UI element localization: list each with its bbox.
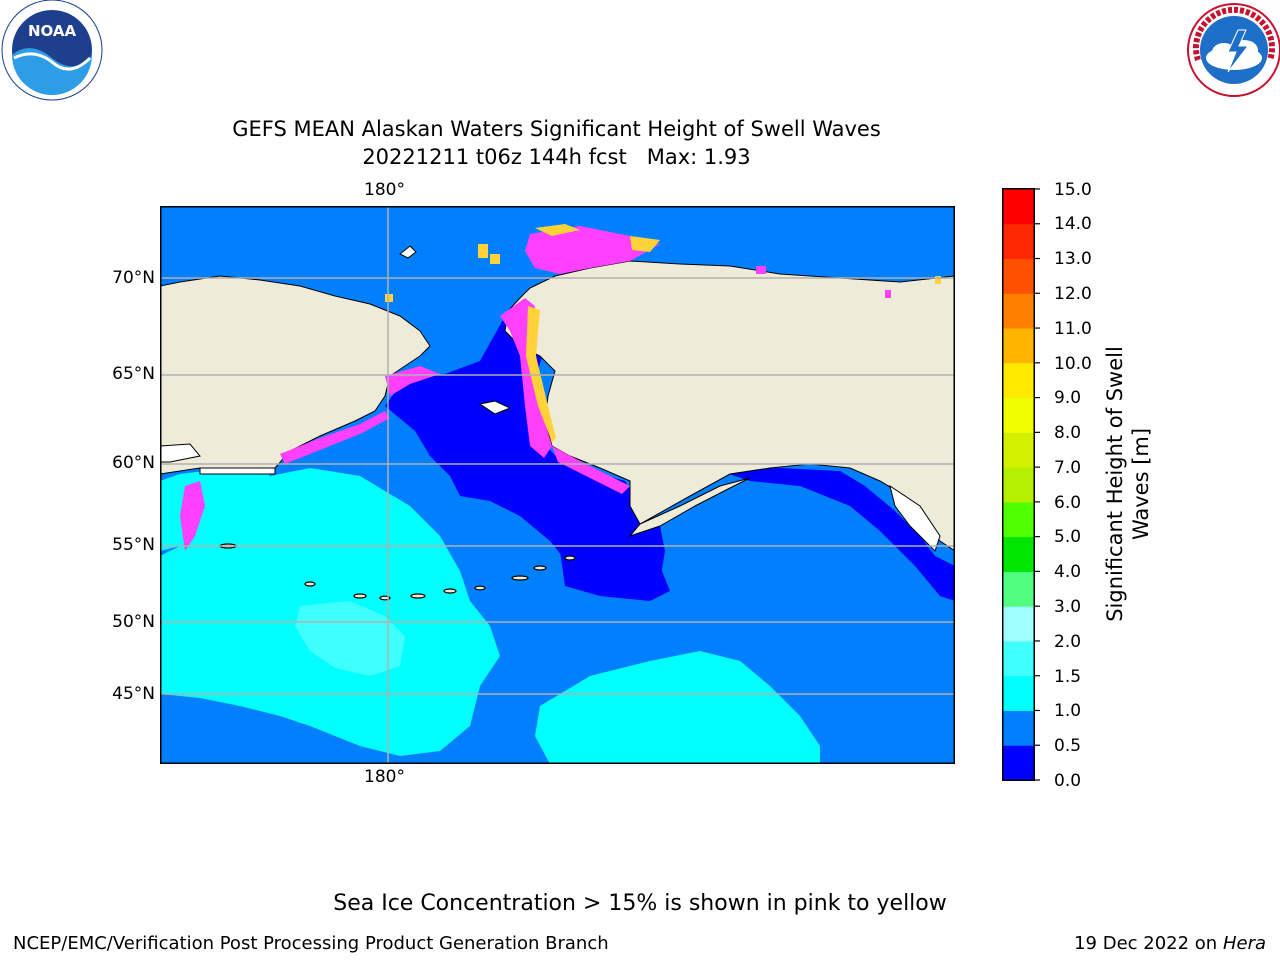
colorbar-frame bbox=[1002, 188, 1035, 781]
cb-tick-8.0: 8.0 bbox=[1054, 423, 1082, 443]
chart-subtitle: 20221211 t06z 144h fcst Max: 1.93 bbox=[362, 145, 751, 169]
cb-tick-2.0: 2.0 bbox=[1054, 632, 1082, 652]
colorbar-ticks bbox=[1034, 188, 1040, 781]
cb-tick-9.0: 9.0 bbox=[1054, 388, 1082, 408]
cb-tick-1.5: 1.5 bbox=[1054, 667, 1082, 687]
swell-field-1.5-2.0 bbox=[295, 601, 405, 676]
colorbar-segment bbox=[1003, 640, 1034, 677]
sea-ice-note: Sea Ice Concentration > 15% is shown in … bbox=[333, 891, 947, 916]
map-frame bbox=[160, 206, 955, 764]
coastline-detail bbox=[160, 245, 941, 552]
cb-tick-14.0: 14.0 bbox=[1054, 214, 1092, 234]
cb-tick-11.0: 11.0 bbox=[1054, 319, 1092, 339]
cb-tick-7.0: 7.0 bbox=[1054, 458, 1082, 478]
colorbar-title-line2: Waves [m] bbox=[1129, 427, 1153, 541]
colorbar-segment bbox=[1003, 362, 1034, 399]
colorbar-title: Significant Height of Swell Waves [m] bbox=[1102, 346, 1154, 622]
cb-tick-6.0: 6.0 bbox=[1054, 493, 1082, 513]
colorbar-segment bbox=[1003, 606, 1034, 642]
colorbar bbox=[1002, 188, 1040, 781]
colorbar-segment bbox=[1003, 258, 1034, 294]
swell-field-0.0-0.5-gulf bbox=[720, 468, 955, 601]
chart-title: GEFS MEAN Alaskan Waters Significant Hei… bbox=[232, 117, 881, 141]
colorbar-segment bbox=[1003, 397, 1034, 433]
colorbar-segment bbox=[1003, 571, 1034, 607]
nws-logo bbox=[1178, 0, 1280, 100]
colorbar-segments bbox=[1003, 189, 1034, 781]
colorbar-segment bbox=[1003, 536, 1034, 572]
swell-height-map bbox=[160, 206, 955, 764]
cb-tick-15.0: 15.0 bbox=[1054, 180, 1092, 200]
colorbar-segment bbox=[1003, 501, 1034, 538]
map-gridlines bbox=[160, 206, 955, 764]
colorbar-segment bbox=[1003, 432, 1034, 468]
noaa-logo: NOAA bbox=[0, 0, 104, 104]
lat-label-70: 70°N bbox=[112, 268, 155, 288]
colorbar-title-line1: Significant Height of Swell bbox=[1103, 346, 1127, 622]
sea-ice-overlay bbox=[180, 224, 941, 551]
cb-tick-13.0: 13.0 bbox=[1054, 249, 1092, 269]
cb-tick-10.0: 10.0 bbox=[1054, 354, 1092, 374]
cb-tick-12.0: 12.0 bbox=[1054, 284, 1092, 304]
cb-tick-0.0: 0.0 bbox=[1054, 771, 1082, 791]
lat-label-55: 55°N bbox=[112, 535, 155, 555]
colorbar-segment bbox=[1003, 710, 1034, 746]
lat-label-50: 50°N bbox=[112, 612, 155, 632]
swell-field-1.0-1.5-southeast bbox=[535, 651, 820, 764]
aleutian-islands bbox=[219, 543, 576, 601]
swell-field-0.0-0.5-bering bbox=[385, 296, 665, 591]
lon-label-top: 180° bbox=[364, 180, 405, 200]
colorbar-segment bbox=[1003, 745, 1034, 781]
cb-tick-4.0: 4.0 bbox=[1054, 562, 1082, 582]
noaa-logo-text: NOAA bbox=[28, 22, 77, 40]
swell-field-0.0-0.5-south-aleutian bbox=[560, 551, 670, 601]
colorbar-segment bbox=[1003, 328, 1034, 364]
credit-date: 19 Dec 2022 on Hera bbox=[1074, 933, 1266, 954]
colorbar-segment bbox=[1003, 189, 1034, 225]
lat-label-65: 65°N bbox=[112, 364, 155, 384]
colorbar-segment bbox=[1003, 293, 1034, 329]
cb-tick-3.0: 3.0 bbox=[1054, 597, 1082, 617]
lat-label-45: 45°N bbox=[112, 684, 155, 704]
credit-machine: Hera bbox=[1222, 933, 1266, 954]
credit-branch: NCEP/EMC/Verification Post Processing Pr… bbox=[13, 933, 609, 954]
credit-date-text: 19 Dec 2022 on bbox=[1074, 933, 1218, 954]
colorbar-segment bbox=[1003, 467, 1034, 503]
cb-tick-1.0: 1.0 bbox=[1054, 701, 1082, 721]
colorbar-segment bbox=[1003, 675, 1034, 711]
land-alaska-peninsula bbox=[628, 477, 751, 538]
cb-tick-5.0: 5.0 bbox=[1054, 527, 1082, 547]
cb-tick-0.5: 0.5 bbox=[1054, 736, 1082, 756]
lon-label-bottom: 180° bbox=[364, 767, 405, 787]
lat-label-60: 60°N bbox=[112, 453, 155, 473]
colorbar-segment bbox=[1003, 223, 1034, 260]
